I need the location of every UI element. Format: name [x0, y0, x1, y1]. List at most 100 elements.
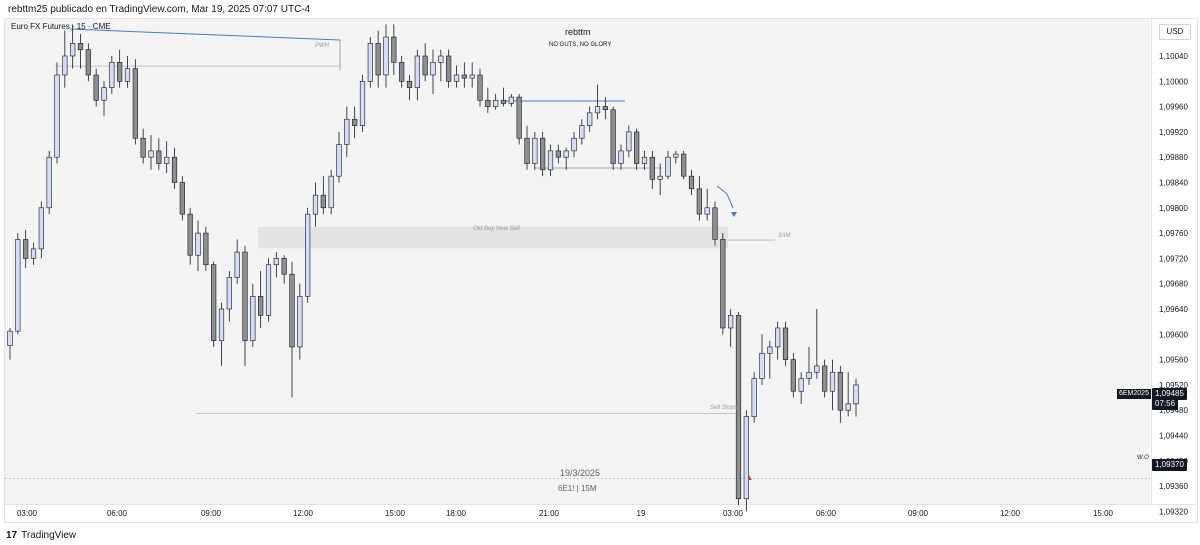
candle-body — [281, 258, 287, 275]
candle-body — [540, 137, 546, 171]
candle-body — [156, 150, 162, 164]
candle-body — [516, 96, 522, 139]
time-tick-label: 15:00 — [385, 509, 406, 518]
candle-body — [814, 365, 820, 373]
candle-body — [422, 55, 428, 76]
time-tick-label: 21:00 — [539, 509, 560, 518]
candle-body — [587, 112, 593, 126]
candle-body — [500, 99, 507, 104]
candle-body — [696, 188, 702, 215]
candle-body — [406, 81, 413, 88]
candle-body — [101, 87, 107, 101]
candle-body — [837, 371, 843, 411]
price-tick-label: 1,09840 — [1159, 179, 1188, 188]
candle-body — [775, 327, 781, 348]
candle-body — [806, 371, 812, 379]
time-tick-label: 19 — [637, 509, 646, 518]
watermark-tagline: NO GUTS, NO GLORY — [549, 42, 612, 48]
time-tick-label: 18:00 — [446, 509, 467, 518]
price-tick-label: 1,09440 — [1159, 432, 1188, 441]
old-buy-new-sell-zone — [258, 226, 728, 249]
tradingview-brand[interactable]: TradingView — [21, 529, 77, 541]
candle-body — [438, 55, 444, 63]
candle-body — [579, 125, 585, 139]
candle-body — [673, 153, 679, 158]
candle-body — [563, 150, 569, 158]
sell-stops-label: Sell Stops — [710, 405, 738, 411]
price-tick-label: 1,09560 — [1159, 356, 1188, 365]
candle-body — [430, 62, 436, 76]
candle-body — [485, 99, 491, 107]
candle-body — [493, 99, 499, 107]
candle-body — [211, 264, 217, 341]
candle-body — [109, 62, 115, 88]
time-tick-label: 12:00 — [1000, 509, 1021, 518]
candle-body — [15, 239, 21, 332]
candle-body — [320, 194, 326, 209]
candle-body — [688, 175, 695, 190]
last-price-symbol-badge: 6EM2025 — [1117, 389, 1151, 399]
candle-body — [383, 36, 389, 76]
old-buy-new-sell-label: Old Buy New Sell — [473, 226, 520, 232]
candle-body — [336, 144, 342, 177]
candle-body — [618, 150, 624, 164]
candle-body — [297, 296, 303, 348]
candle-body — [524, 137, 530, 164]
currency-button[interactable]: USD — [1159, 24, 1191, 40]
candle-body — [532, 137, 538, 164]
candle-body — [46, 156, 52, 209]
tradingview-logo-icon[interactable]: 17 — [6, 529, 18, 541]
candle-body — [610, 109, 616, 164]
chart-plot-area[interactable] — [5, 19, 1150, 504]
candle-body — [250, 296, 256, 341]
price-tick-label: 1,09760 — [1159, 229, 1188, 238]
wo-price-badge: 1,09370 — [1152, 459, 1187, 471]
candle-body — [446, 55, 452, 82]
candle-body — [728, 315, 734, 329]
candle-body — [117, 62, 123, 82]
candle-body — [829, 371, 836, 392]
candle-body — [469, 74, 475, 79]
candle-body — [218, 308, 225, 341]
candle-body — [352, 118, 358, 126]
candle-body — [571, 137, 577, 152]
candle-body — [289, 273, 295, 348]
footer: 17 TradingView — [6, 527, 76, 543]
candle-body — [23, 239, 29, 259]
candle-body — [265, 264, 272, 316]
candle-body — [853, 384, 859, 405]
candle-body — [602, 106, 608, 111]
session-date: 19/3/2025 — [560, 468, 601, 478]
down-arrow-icon — [731, 212, 737, 217]
time-tick-label: 06:00 — [107, 509, 128, 518]
time-axis[interactable] — [5, 504, 1195, 522]
price-tick-label: 1,10040 — [1159, 52, 1188, 61]
candle-body — [414, 55, 420, 88]
candle-body — [547, 150, 554, 171]
price-tick-label: 1,09920 — [1159, 128, 1188, 137]
publisher-text: rebttm25 publicado en TradingView.com, M… — [8, 4, 311, 15]
candle-body — [743, 416, 749, 500]
symbol-title[interactable]: Euro FX Futures · 15 · CME — [11, 22, 111, 31]
candle-body — [822, 365, 828, 392]
candle-body — [751, 378, 757, 417]
candle-body — [641, 156, 648, 164]
candle-body — [164, 156, 170, 164]
candle-body — [712, 207, 718, 240]
candle-body — [187, 213, 193, 256]
candle-body — [203, 232, 209, 266]
price-axis[interactable] — [1151, 19, 1196, 504]
candle-body — [179, 182, 185, 215]
candle-body — [62, 55, 68, 76]
time-tick-label: 09:00 — [201, 509, 222, 518]
time-tick-label: 12:00 — [293, 509, 314, 518]
candle-body — [798, 378, 804, 392]
price-tick-label: 1,09960 — [1159, 103, 1188, 112]
candle-body — [258, 296, 264, 316]
candle-body — [30, 248, 37, 259]
price-tick-label: 1,09320 — [1159, 507, 1188, 516]
candle-body — [649, 156, 655, 180]
last-price-badge: 1,09485 — [1152, 388, 1187, 400]
price-tick-label: 1,09720 — [1159, 254, 1188, 263]
